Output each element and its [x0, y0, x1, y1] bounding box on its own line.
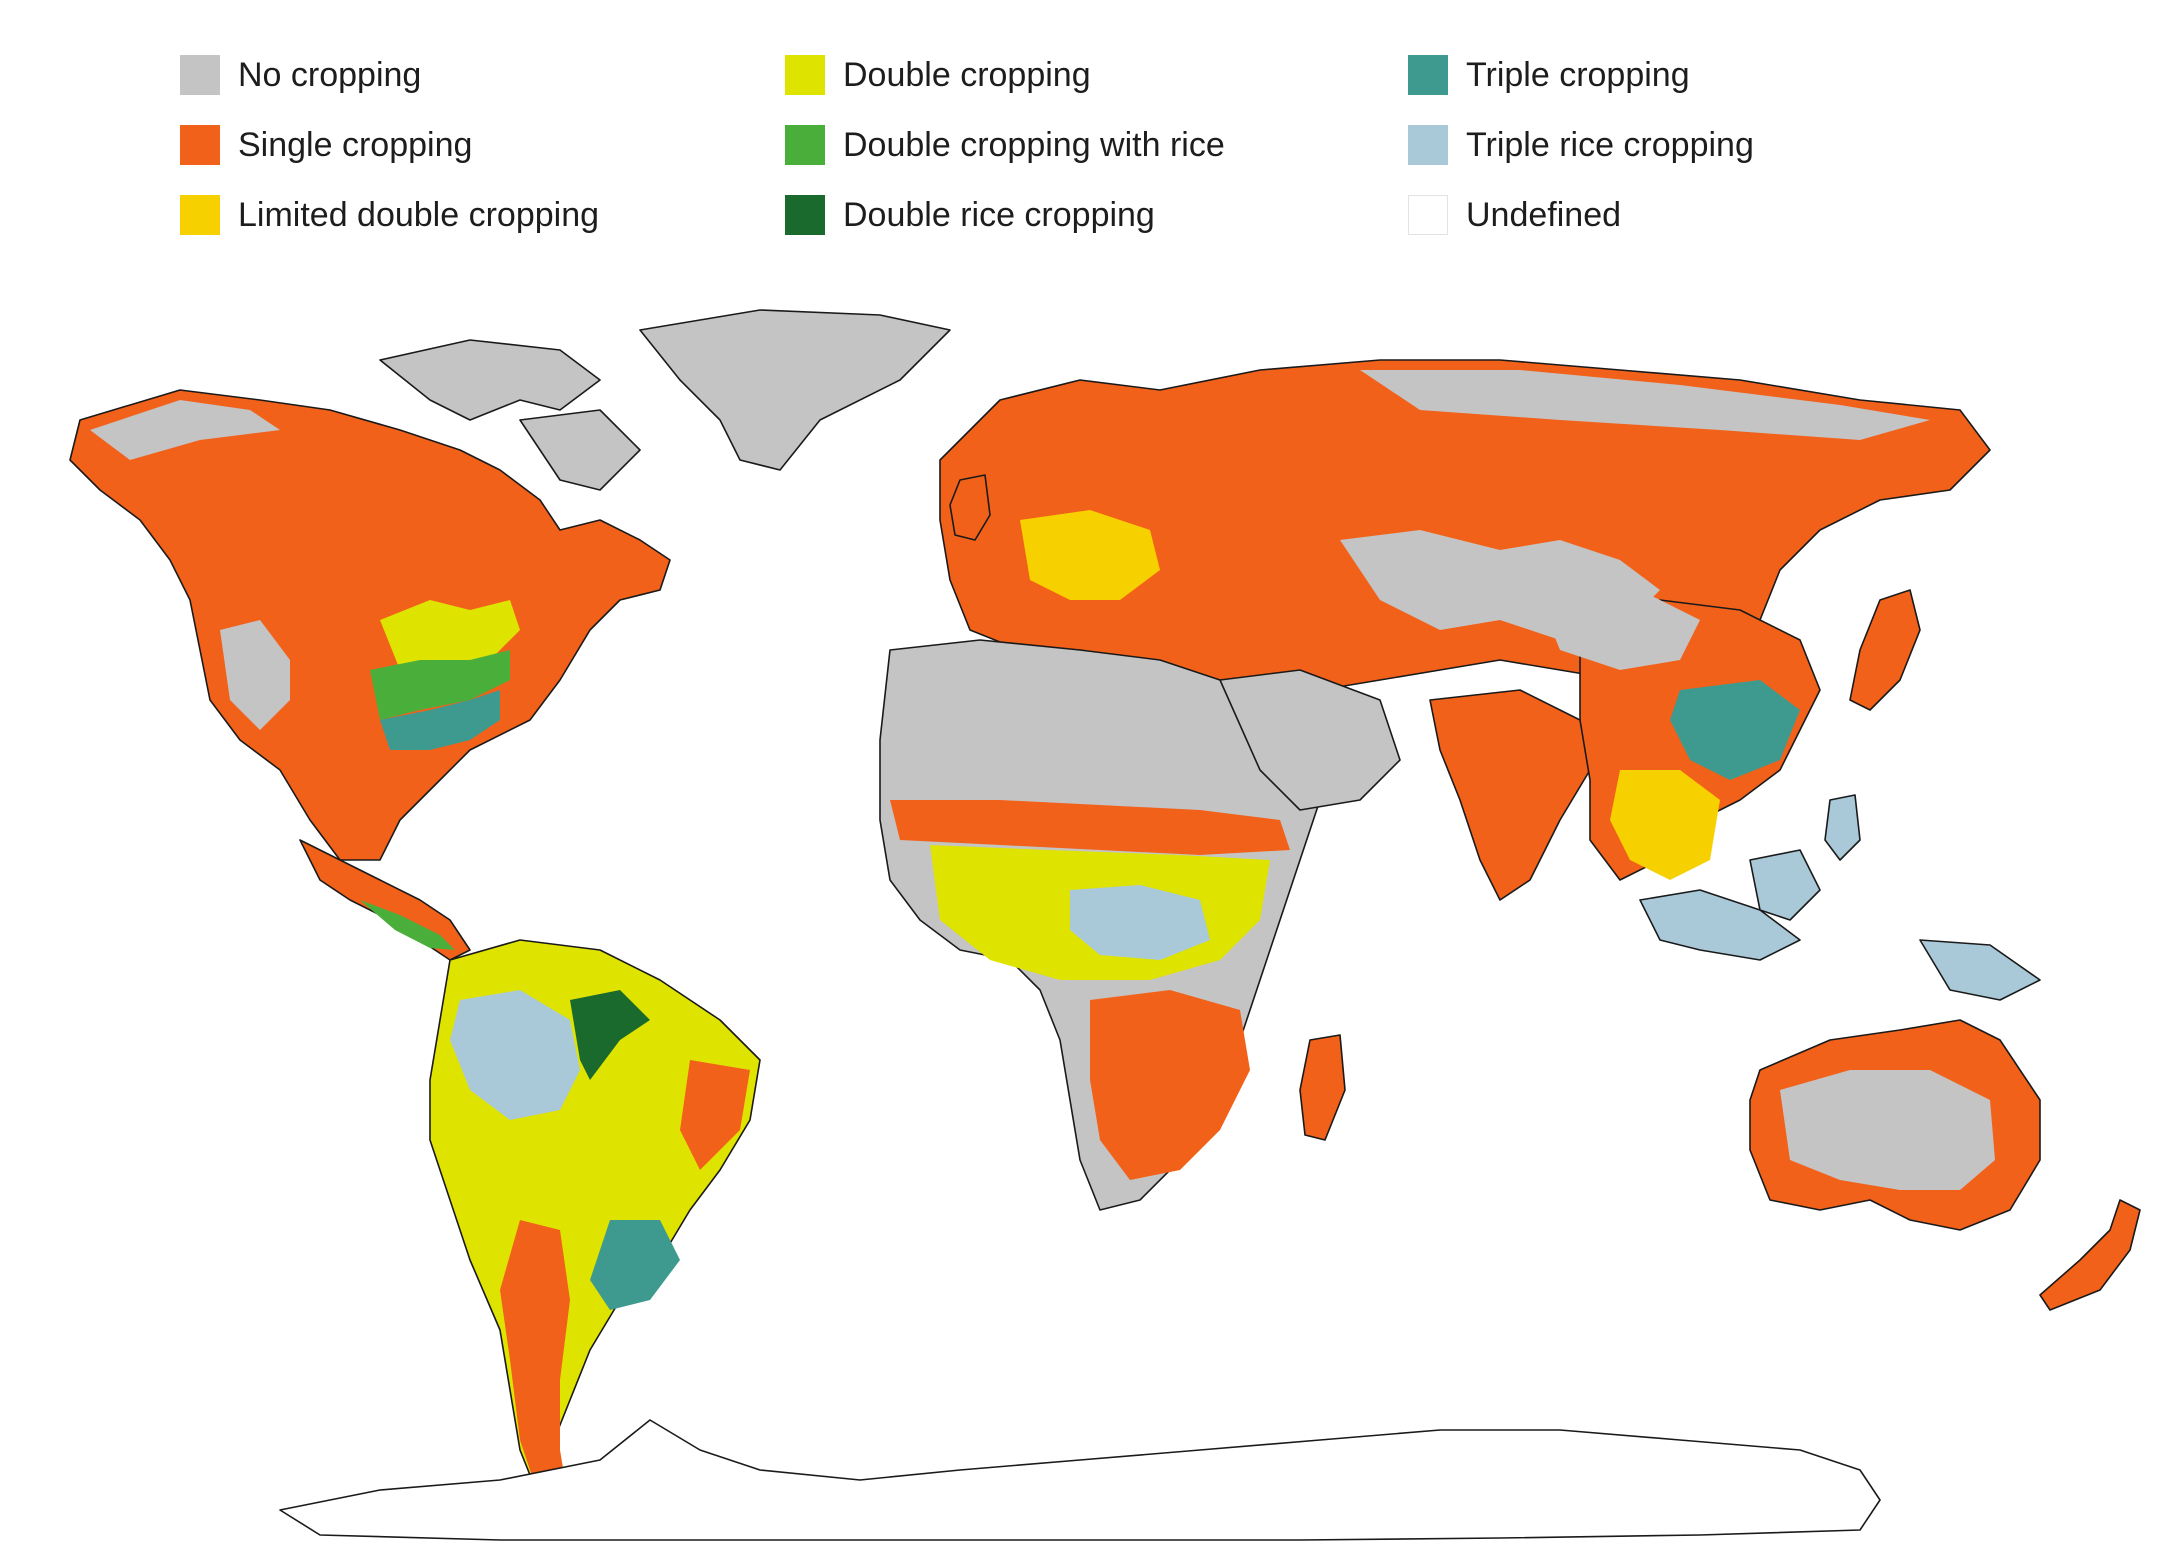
legend-item-triple-rice-cropping: Triple rice cropping — [1408, 120, 1754, 170]
legend-label: No cropping — [238, 55, 422, 94]
south-america-pampas — [590, 1220, 680, 1310]
tibet-plateau — [1540, 590, 1700, 670]
greenland — [639, 309, 951, 471]
south-china — [1670, 680, 1800, 780]
na-southeast-band — [370, 650, 510, 720]
legend-label: Double rice cropping — [843, 195, 1155, 234]
amazon-band — [570, 990, 650, 1080]
sahel — [890, 800, 1290, 855]
indochina — [1610, 770, 1720, 880]
legend-item-no-cropping: No cropping — [180, 50, 421, 100]
legend-item-double-cropping-with-rice: Double cropping with rice — [785, 120, 1225, 170]
legend-label: Single cropping — [238, 125, 473, 164]
central-america-coast — [360, 900, 455, 950]
brazil-northeast — [680, 1060, 750, 1170]
madagascar — [1299, 1034, 1346, 1141]
legend-swatch — [785, 125, 825, 165]
amazon-west — [450, 990, 580, 1120]
legend-item-limited-double-cropping: Limited double cropping — [180, 190, 599, 240]
legend-swatch — [1408, 125, 1448, 165]
north-america — [69, 389, 671, 861]
legend-swatch — [180, 125, 220, 165]
legend-swatch — [180, 195, 220, 235]
borneo — [1749, 849, 1821, 921]
legend-swatch — [180, 55, 220, 95]
arctic-islands — [379, 339, 601, 421]
world-map-svg — [69, 309, 2141, 1541]
siberia-north — [1360, 370, 1930, 440]
philippines — [1824, 794, 1861, 861]
andes-south — [500, 1220, 570, 1510]
arctic-islands — [519, 409, 641, 491]
world-map — [0, 300, 2161, 1558]
congo-basin — [1070, 885, 1210, 960]
legend-label: Double cropping — [843, 55, 1091, 94]
legend-swatch — [785, 195, 825, 235]
legend-item-double-rice-cropping: Double rice cropping — [785, 190, 1155, 240]
legend-label: Double cropping with rice — [843, 125, 1225, 164]
new-guinea — [1919, 939, 2041, 1001]
na-north-tundra — [90, 400, 280, 460]
legend: No cropping Single cropping Limited doub… — [180, 50, 1880, 250]
legend-item-single-cropping: Single cropping — [180, 120, 472, 170]
na-southeast — [380, 690, 500, 750]
na-midwest — [380, 600, 520, 670]
na-interior-dry — [220, 620, 290, 730]
australia-interior — [1780, 1070, 1995, 1190]
arabia — [1219, 669, 1401, 811]
antarctica — [279, 1419, 1881, 1541]
india — [1429, 689, 1591, 901]
legend-swatch — [1408, 55, 1448, 95]
japan — [1849, 589, 1921, 711]
europe-central — [1020, 510, 1160, 600]
legend-label: Limited double cropping — [238, 195, 600, 234]
legend-item-triple-cropping: Triple cropping — [1408, 50, 1690, 100]
legend-item-double-cropping: Double cropping — [785, 50, 1091, 100]
legend-label: Undefined — [1466, 195, 1622, 234]
legend-label: Triple cropping — [1466, 55, 1690, 94]
uk — [949, 474, 991, 541]
legend-item-undefined: Undefined — [1408, 190, 1621, 240]
indonesia — [1639, 889, 1801, 961]
legend-swatch — [785, 55, 825, 95]
legend-label: Triple rice cropping — [1466, 125, 1754, 164]
africa-south — [1090, 990, 1250, 1180]
legend-swatch — [1408, 195, 1448, 235]
new-zealand — [2039, 1199, 2141, 1311]
